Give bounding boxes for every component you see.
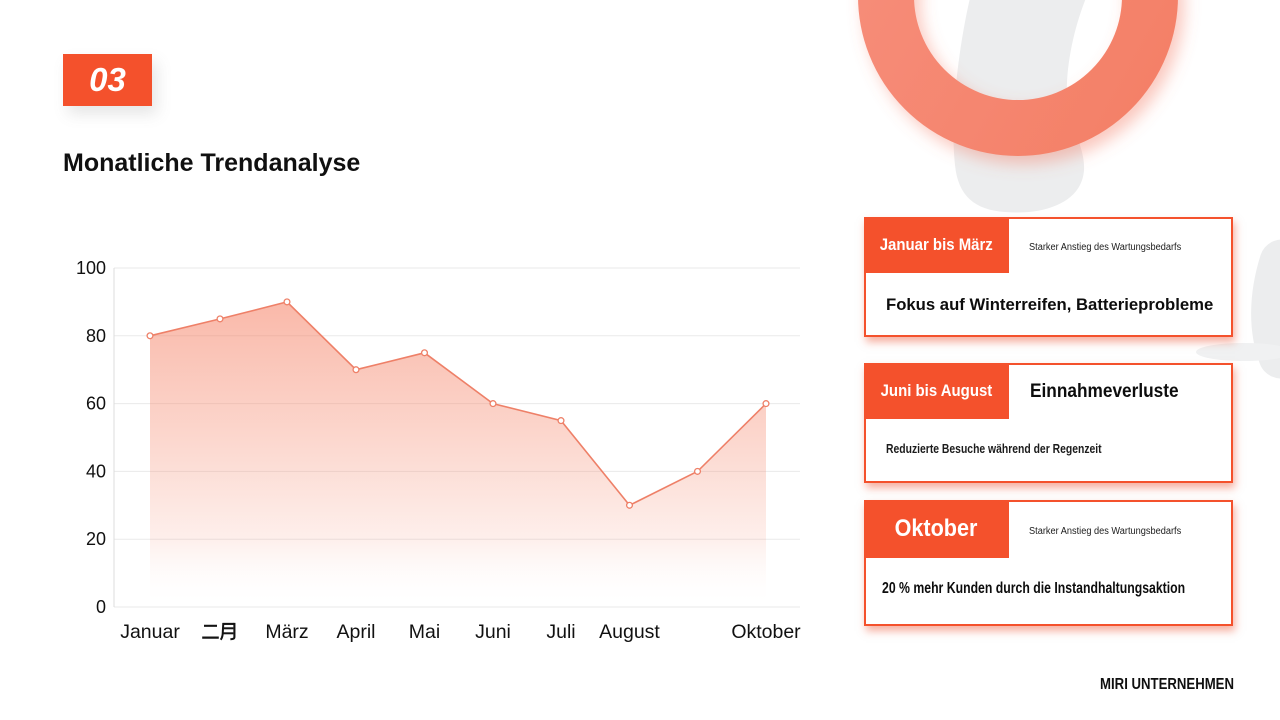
svg-text:August: August [599,621,660,643]
svg-text:100: 100 [76,258,106,278]
svg-text:Juli: Juli [546,621,575,643]
svg-text:80: 80 [86,326,106,346]
svg-text:Januar: Januar [120,621,180,643]
svg-text:März: März [265,621,308,643]
svg-text:Oktober: Oktober [731,621,801,643]
svg-text:60: 60 [86,394,106,414]
svg-text:20: 20 [86,529,106,549]
svg-text:Mai: Mai [409,621,440,643]
svg-text:Juni: Juni [475,621,511,643]
svg-text:0: 0 [96,597,106,617]
svg-text:40: 40 [86,461,106,481]
svg-text:April: April [336,621,375,643]
